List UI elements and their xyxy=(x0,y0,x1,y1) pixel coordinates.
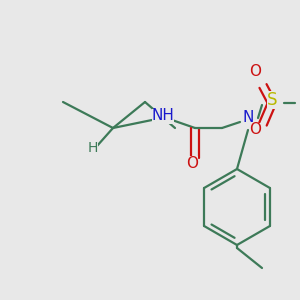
Text: O: O xyxy=(249,64,261,80)
Text: S: S xyxy=(267,91,277,109)
Text: H: H xyxy=(88,141,98,155)
Text: O: O xyxy=(186,155,198,170)
Text: O: O xyxy=(249,122,261,137)
Text: NH: NH xyxy=(152,109,174,124)
Text: N: N xyxy=(242,110,254,125)
